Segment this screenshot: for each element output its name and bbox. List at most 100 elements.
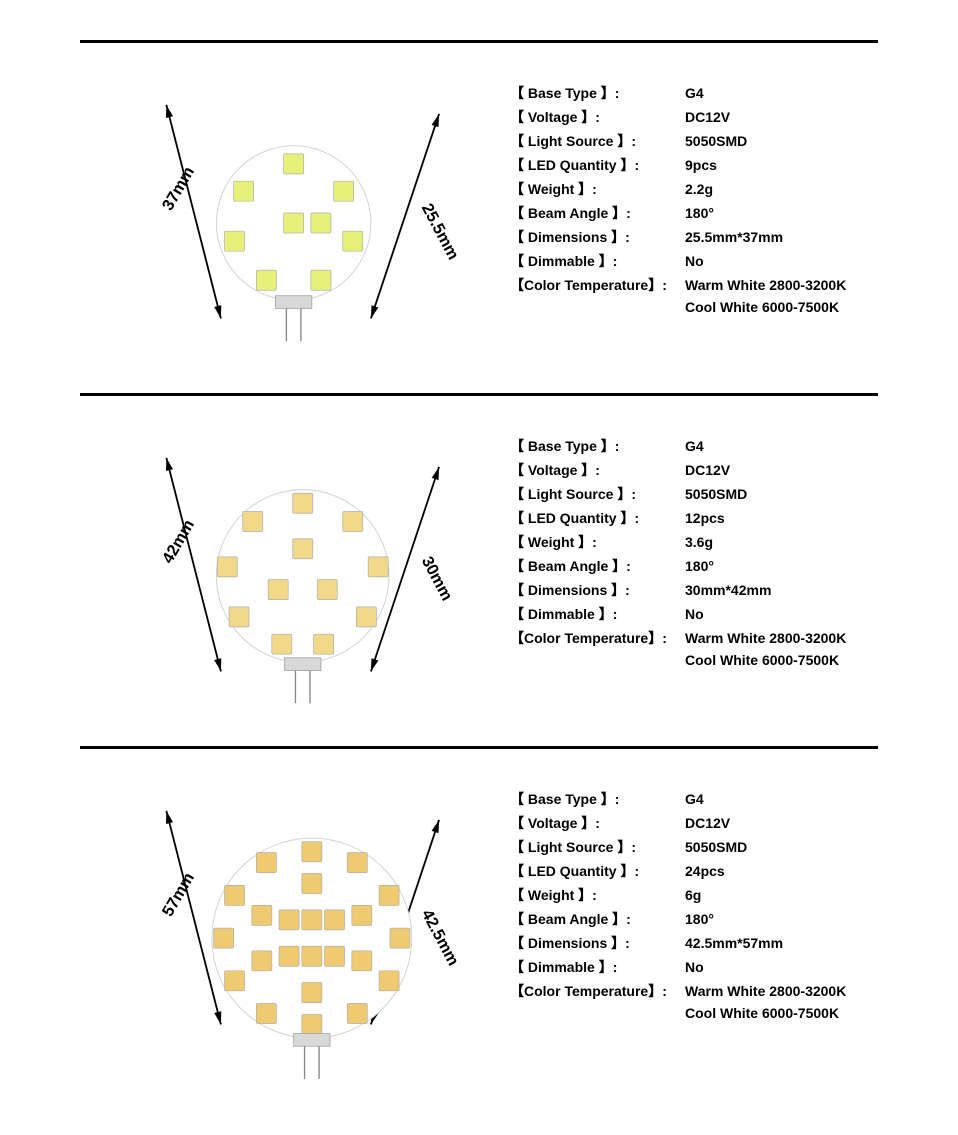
spec-row-voltage: 【 Voltage 】:DC12V bbox=[510, 813, 878, 833]
spec-row-base-type: 【 Base Type 】:G4 bbox=[510, 436, 878, 456]
product-diagram: 57mm 42.5mm bbox=[80, 779, 480, 1079]
spec-row-beam-angle: 【 Beam Angle 】:180° bbox=[510, 203, 878, 223]
product-diagram: 42mm 30mm bbox=[80, 426, 480, 726]
product-row: 37mm 25.5mm 【 Base Type 】:G4 【 Voltage 】… bbox=[80, 73, 878, 373]
spec-label: 【 Light Source 】: bbox=[510, 837, 685, 857]
spec-row-led-quantity: 【 LED Quantity 】:9pcs bbox=[510, 155, 878, 175]
spec-row-base-type: 【 Base Type 】:G4 bbox=[510, 83, 878, 103]
pin-base bbox=[275, 296, 311, 309]
spec-value: Warm White 2800-3200K bbox=[685, 983, 846, 999]
spec-row-weight: 【 Weight 】:6g bbox=[510, 885, 878, 905]
spec-row-dimensions: 【 Dimensions 】:30mm*42mm bbox=[510, 580, 878, 600]
spec-value: No bbox=[685, 606, 704, 622]
spec-label: 【 Base Type 】: bbox=[510, 83, 685, 103]
spec-row-led-quantity: 【 LED Quantity 】:24pcs bbox=[510, 861, 878, 881]
spec-value: 6g bbox=[685, 887, 701, 903]
spec-label: 【 Beam Angle 】: bbox=[510, 203, 685, 223]
section-divider bbox=[80, 40, 878, 43]
spec-value: 180° bbox=[685, 205, 714, 221]
spec-value: No bbox=[685, 253, 704, 269]
spec-row-weight: 【 Weight 】:2.2g bbox=[510, 179, 878, 199]
spec-label: 【Color Temperature】: bbox=[510, 628, 685, 648]
spec-value: 30mm*42mm bbox=[685, 582, 771, 598]
spec-row-led-quantity: 【 LED Quantity 】:12pcs bbox=[510, 508, 878, 528]
product-row: 57mm 42.5mm 【 Base Type 】:G4 【 Voltage 】… bbox=[80, 779, 878, 1079]
spec-row-color-temp: 【Color Temperature】:Warm White 2800-3200… bbox=[510, 275, 878, 295]
spec-label: 【 Base Type 】: bbox=[510, 789, 685, 809]
spec-value-extra: Cool White 6000-7500K bbox=[685, 1005, 878, 1021]
spec-label: 【Color Temperature】: bbox=[510, 981, 685, 1001]
spec-value: DC12V bbox=[685, 815, 730, 831]
spec-value: 2.2g bbox=[685, 181, 713, 197]
spec-row-light-source: 【 Light Source 】:5050SMD bbox=[510, 131, 878, 151]
spec-value: G4 bbox=[685, 438, 704, 454]
bulb-disc bbox=[216, 490, 389, 663]
spec-label: 【 Weight 】: bbox=[510, 532, 685, 552]
spec-row-base-type: 【 Base Type 】:G4 bbox=[510, 789, 878, 809]
pin-base bbox=[285, 658, 321, 671]
spec-value: Warm White 2800-3200K bbox=[685, 630, 846, 646]
spec-label: 【 Beam Angle 】: bbox=[510, 556, 685, 576]
spec-table: 【 Base Type 】:G4 【 Voltage 】:DC12V 【 Lig… bbox=[510, 73, 878, 373]
spec-row-beam-angle: 【 Beam Angle 】:180° bbox=[510, 909, 878, 929]
spec-label: 【 Dimmable 】: bbox=[510, 604, 685, 624]
spec-label: 【 LED Quantity 】: bbox=[510, 861, 685, 881]
product-row: 42mm 30mm 【 Base Type 】:G4 【 Voltage 】:D… bbox=[80, 426, 878, 726]
pin-base bbox=[294, 1034, 330, 1047]
spec-table: 【 Base Type 】:G4 【 Voltage 】:DC12V 【 Lig… bbox=[510, 426, 878, 726]
spec-label: 【 Beam Angle 】: bbox=[510, 909, 685, 929]
spec-label: 【 Voltage 】: bbox=[510, 107, 685, 127]
spec-row-dimensions: 【 Dimensions 】:25.5mm*37mm bbox=[510, 227, 878, 247]
spec-row-voltage: 【 Voltage 】:DC12V bbox=[510, 460, 878, 480]
spec-label: 【 Dimensions 】: bbox=[510, 933, 685, 953]
spec-row-voltage: 【 Voltage 】:DC12V bbox=[510, 107, 878, 127]
spec-label: 【 LED Quantity 】: bbox=[510, 155, 685, 175]
spec-value: G4 bbox=[685, 791, 704, 807]
spec-row-beam-angle: 【 Beam Angle 】:180° bbox=[510, 556, 878, 576]
spec-row-dimensions: 【 Dimensions 】:42.5mm*57mm bbox=[510, 933, 878, 953]
spec-row-color-temp: 【Color Temperature】:Warm White 2800-3200… bbox=[510, 981, 878, 1001]
spec-value: G4 bbox=[685, 85, 704, 101]
products-list: 37mm 25.5mm 【 Base Type 】:G4 【 Voltage 】… bbox=[80, 40, 878, 1079]
spec-value: 3.6g bbox=[685, 534, 713, 550]
product-diagram-container: 42mm 30mm bbox=[80, 426, 480, 726]
spec-label: 【 Dimensions 】: bbox=[510, 580, 685, 600]
width-dim-label: 30mm bbox=[418, 554, 456, 604]
section-divider bbox=[80, 393, 878, 396]
spec-label: 【 Voltage 】: bbox=[510, 813, 685, 833]
spec-label: 【Color Temperature】: bbox=[510, 275, 685, 295]
spec-value: 9pcs bbox=[685, 157, 717, 173]
product-diagram-container: 57mm 42.5mm bbox=[80, 779, 480, 1079]
width-dim-label: 42.5mm bbox=[418, 907, 463, 969]
spec-value: Warm White 2800-3200K bbox=[685, 277, 846, 293]
spec-label: 【 Light Source 】: bbox=[510, 131, 685, 151]
spec-label: 【 Base Type 】: bbox=[510, 436, 685, 456]
spec-label: 【 LED Quantity 】: bbox=[510, 508, 685, 528]
spec-value: 5050SMD bbox=[685, 839, 747, 855]
spec-value: 5050SMD bbox=[685, 133, 747, 149]
spec-value: 12pcs bbox=[685, 510, 725, 526]
spec-label: 【 Voltage 】: bbox=[510, 460, 685, 480]
spec-value: DC12V bbox=[685, 109, 730, 125]
spec-value-extra: Cool White 6000-7500K bbox=[685, 652, 878, 668]
spec-value: 180° bbox=[685, 911, 714, 927]
spec-row-dimmable: 【 Dimmable 】:No bbox=[510, 251, 878, 271]
spec-value-extra: Cool White 6000-7500K bbox=[685, 299, 878, 315]
spec-row-color-temp: 【Color Temperature】:Warm White 2800-3200… bbox=[510, 628, 878, 648]
spec-value: 5050SMD bbox=[685, 486, 747, 502]
spec-value: No bbox=[685, 959, 704, 975]
spec-row-dimmable: 【 Dimmable 】:No bbox=[510, 604, 878, 624]
spec-label: 【 Weight 】: bbox=[510, 885, 685, 905]
spec-label: 【 Dimmable 】: bbox=[510, 957, 685, 977]
spec-row-light-source: 【 Light Source 】:5050SMD bbox=[510, 837, 878, 857]
spec-table: 【 Base Type 】:G4 【 Voltage 】:DC12V 【 Lig… bbox=[510, 779, 878, 1079]
spec-row-dimmable: 【 Dimmable 】:No bbox=[510, 957, 878, 977]
spec-value: DC12V bbox=[685, 462, 730, 478]
page: 37mm 25.5mm 【 Base Type 】:G4 【 Voltage 】… bbox=[0, 0, 958, 1119]
section-divider bbox=[80, 746, 878, 749]
spec-value: 24pcs bbox=[685, 863, 725, 879]
spec-label: 【 Weight 】: bbox=[510, 179, 685, 199]
spec-value: 25.5mm*37mm bbox=[685, 229, 783, 245]
spec-label: 【 Dimensions 】: bbox=[510, 227, 685, 247]
spec-label: 【 Dimmable 】: bbox=[510, 251, 685, 271]
